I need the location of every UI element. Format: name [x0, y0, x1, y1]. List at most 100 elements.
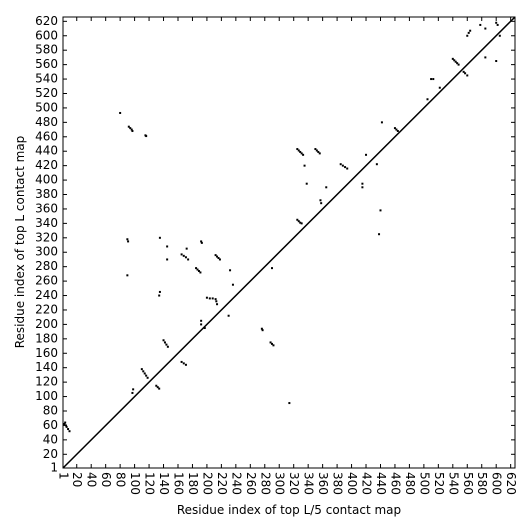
- contact-point: [378, 233, 381, 236]
- contact-point: [299, 150, 302, 153]
- contact-point: [303, 164, 306, 167]
- contact-point: [484, 27, 487, 30]
- contact-point: [271, 342, 274, 345]
- y-tick-label: 240: [35, 288, 58, 302]
- contact-point: [143, 372, 146, 375]
- contact-point: [430, 78, 433, 81]
- contact-point: [208, 297, 211, 300]
- contact-point: [217, 257, 220, 260]
- y-tick-label: 300: [35, 245, 58, 259]
- y-axis-label: Residue index of top L contact map: [13, 136, 27, 349]
- contact-point: [68, 430, 71, 433]
- contact-point: [166, 345, 169, 348]
- x-tick-label: 120: [143, 472, 157, 495]
- contact-point: [200, 319, 203, 322]
- x-tick-label: 160: [171, 472, 185, 495]
- contact-point: [126, 238, 129, 241]
- contact-point: [229, 269, 232, 272]
- contact-point: [365, 153, 368, 156]
- x-tick-label: 580: [475, 472, 489, 495]
- contact-point: [344, 166, 347, 169]
- contact-point: [127, 125, 130, 128]
- x-tick-label: 140: [157, 472, 171, 495]
- y-tick-label: 440: [35, 144, 58, 158]
- contact-point: [393, 127, 396, 130]
- contact-point: [456, 62, 459, 65]
- contact-point: [438, 86, 441, 89]
- contact-point: [203, 327, 206, 330]
- contact-point: [180, 360, 183, 363]
- contact-point: [341, 164, 344, 167]
- contact-point: [339, 163, 342, 166]
- y-tick-label: 60: [43, 418, 58, 432]
- contact-point: [299, 221, 302, 224]
- y-tick-label: 420: [35, 158, 58, 172]
- contact-point: [187, 258, 190, 261]
- contact-point: [199, 271, 202, 274]
- contact-point: [196, 268, 199, 271]
- y-tick-label: 180: [35, 331, 58, 345]
- x-tick-label: 280: [258, 472, 272, 495]
- y-tick-label: 200: [35, 317, 58, 331]
- x-tick-label: 180: [186, 472, 200, 495]
- contact-point: [145, 135, 148, 138]
- contact-point: [158, 294, 161, 297]
- contact-point: [469, 29, 472, 32]
- contact-point: [462, 70, 465, 73]
- contact-point: [466, 74, 469, 77]
- y-tick-label: 560: [35, 57, 58, 71]
- x-tick-label: 620: [504, 472, 518, 495]
- x-tick-label: 500: [417, 472, 431, 495]
- y-tick-label: 380: [35, 187, 58, 201]
- x-tick-label: 520: [432, 472, 446, 495]
- contact-point: [231, 283, 234, 286]
- x-tick-label: 40: [85, 472, 99, 487]
- x-tick-label: 320: [287, 472, 301, 495]
- contact-point: [63, 422, 66, 425]
- contact-point: [158, 387, 161, 390]
- contact-point: [426, 98, 429, 101]
- contact-point: [319, 199, 322, 202]
- y-tick-label: 320: [35, 230, 58, 244]
- contact-point: [200, 323, 203, 326]
- contact-point: [318, 152, 321, 155]
- contact-point: [132, 388, 135, 391]
- contact-point: [296, 218, 299, 221]
- x-tick-label: 200: [200, 472, 214, 495]
- contact-point: [142, 370, 145, 373]
- contact-point: [467, 31, 470, 34]
- contact-point: [305, 182, 308, 185]
- contact-point: [269, 341, 272, 344]
- contact-point: [451, 57, 454, 60]
- contact-point: [64, 421, 67, 424]
- contact-point: [260, 327, 263, 330]
- contact-point: [218, 258, 221, 261]
- x-tick-label: 340: [302, 472, 316, 495]
- diagonal-line: [62, 16, 516, 469]
- y-tick-label: 460: [35, 129, 58, 143]
- contact-point: [272, 344, 275, 347]
- contact-point: [498, 34, 501, 37]
- contact-point: [64, 424, 67, 427]
- x-tick-label: 600: [490, 472, 504, 495]
- contact-point: [314, 148, 317, 151]
- contact-point: [65, 425, 68, 428]
- y-tick-label: 280: [35, 259, 58, 273]
- contact-point: [126, 274, 129, 277]
- x-tick-label: 240: [229, 472, 243, 495]
- contact-point: [317, 150, 320, 153]
- contact-point: [457, 63, 460, 66]
- contact-point: [197, 270, 200, 273]
- contact-point: [271, 267, 274, 270]
- x-tick-label: 400: [345, 472, 359, 495]
- contact-point: [205, 296, 208, 299]
- contact-point: [158, 236, 161, 239]
- contact-point: [296, 148, 299, 151]
- y-tick-label: 140: [35, 360, 58, 374]
- contact-point: [375, 163, 378, 166]
- y-tick-label: 40: [43, 432, 58, 446]
- contact-point: [162, 339, 165, 342]
- contact-point: [158, 290, 161, 293]
- contact-point: [182, 362, 185, 365]
- contact-point: [200, 241, 203, 244]
